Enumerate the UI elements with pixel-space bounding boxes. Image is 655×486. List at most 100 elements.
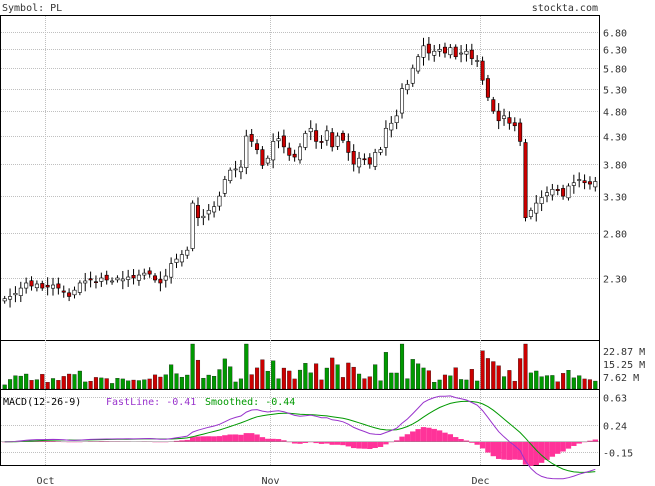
candle-body bbox=[265, 157, 270, 164]
macd-histogram-bar bbox=[415, 429, 421, 442]
candle-body bbox=[421, 45, 426, 58]
volume-bar bbox=[319, 379, 324, 390]
price-tick-label: 5.30 bbox=[603, 86, 627, 97]
macd-histogram-bar bbox=[195, 436, 201, 442]
candle-body bbox=[383, 127, 388, 148]
macd-histogram-bar bbox=[453, 437, 459, 442]
candle-body bbox=[126, 276, 131, 280]
macd-histogram-bar bbox=[297, 441, 303, 444]
candle-body bbox=[217, 195, 222, 207]
volume-bar bbox=[228, 366, 233, 390]
volume-bar bbox=[485, 358, 490, 390]
macd-histogram-bar bbox=[479, 441, 486, 449]
candle-body bbox=[190, 202, 195, 249]
candle-body bbox=[566, 185, 571, 199]
volume-bar bbox=[13, 375, 18, 390]
volume-bar bbox=[24, 373, 29, 390]
volume-bar bbox=[582, 378, 587, 390]
macd-histogram-bar bbox=[313, 441, 319, 444]
volume-bar bbox=[475, 380, 480, 390]
volume-bar bbox=[158, 376, 163, 390]
volume-bar bbox=[222, 358, 227, 390]
macd-histogram-bar bbox=[393, 440, 400, 442]
candle-body bbox=[459, 52, 464, 55]
candle-body bbox=[448, 47, 453, 56]
macd-histogram-bar bbox=[533, 441, 539, 466]
candle-body bbox=[67, 292, 72, 297]
volume-bar bbox=[195, 359, 201, 390]
macd-histogram-bar bbox=[361, 441, 368, 449]
candle-body bbox=[394, 115, 399, 123]
macd-histogram-bar bbox=[98, 441, 105, 442]
candle-body bbox=[389, 122, 394, 131]
candle-body bbox=[410, 67, 415, 84]
candle-body bbox=[249, 134, 254, 142]
candle-body bbox=[502, 115, 507, 119]
volume-bar bbox=[179, 376, 184, 390]
volume-bar bbox=[18, 375, 23, 390]
volume-bar bbox=[399, 343, 405, 390]
y-tick-labels: 6.80 6.30 5.80 5.30 4.80 4.30 3.80 3.30 2.80 2.30… bbox=[603, 29, 645, 460]
volume-bar bbox=[93, 377, 98, 390]
volume-bar bbox=[469, 369, 474, 390]
volume-bar bbox=[308, 372, 313, 390]
macd-histogram-bar bbox=[528, 441, 534, 466]
volume-bar bbox=[426, 370, 431, 390]
volume-bar bbox=[287, 370, 292, 390]
volume-bar bbox=[2, 384, 7, 390]
volume-bar bbox=[152, 374, 158, 390]
volume-bar bbox=[255, 367, 260, 390]
candle-body bbox=[437, 49, 442, 52]
macd-histogram-bar bbox=[351, 441, 357, 449]
volume-bar bbox=[357, 373, 362, 390]
candle-body bbox=[2, 298, 7, 302]
candle-body bbox=[324, 130, 329, 141]
macd-histogram-bar bbox=[420, 427, 427, 442]
macd-histogram-bar bbox=[592, 439, 598, 442]
macd-histogram-bar bbox=[490, 441, 496, 457]
symbol-label: Symbol: PL bbox=[2, 3, 62, 14]
candle-body bbox=[314, 130, 319, 142]
macd-fastline-label: FastLine: -0.41 bbox=[106, 397, 196, 408]
volume-bar bbox=[67, 373, 72, 390]
macd-histogram-bar bbox=[399, 436, 405, 442]
price-tick-label: 6.30 bbox=[603, 46, 627, 57]
volume-bar bbox=[421, 367, 426, 390]
macd-tick-label: -0.15 bbox=[603, 449, 633, 460]
volume-bar bbox=[217, 369, 222, 390]
candle-body bbox=[577, 179, 582, 181]
candle-body bbox=[555, 189, 560, 191]
candle-body bbox=[104, 274, 109, 281]
candle-body bbox=[587, 181, 592, 185]
candle-body bbox=[72, 289, 77, 296]
candles-group bbox=[2, 37, 598, 308]
volume-bar bbox=[56, 380, 61, 390]
volume-bar bbox=[72, 374, 77, 390]
macd-histogram-bar bbox=[275, 439, 282, 442]
macd-histogram-bar bbox=[232, 434, 239, 442]
volume-bar bbox=[99, 377, 104, 390]
volume-bar bbox=[190, 343, 195, 390]
volume-bar bbox=[453, 367, 458, 390]
volume-bar bbox=[577, 375, 582, 390]
volume-bar bbox=[502, 376, 507, 390]
candle-body bbox=[340, 132, 345, 141]
volume-bar bbox=[459, 379, 464, 390]
candle-body bbox=[297, 146, 302, 161]
macd-histogram-bar bbox=[44, 440, 51, 442]
volume-bar bbox=[314, 363, 319, 390]
candle-body bbox=[319, 141, 324, 143]
volume-bar bbox=[571, 377, 576, 390]
volume-bar bbox=[362, 378, 367, 390]
candle-body bbox=[77, 282, 82, 293]
volume-bar bbox=[115, 378, 120, 390]
candle-body bbox=[51, 284, 56, 289]
macd-histogram-bar bbox=[291, 441, 298, 444]
macd-tick-label: 0.24 bbox=[603, 422, 627, 433]
macd-histogram-bar bbox=[340, 441, 346, 446]
candle-body bbox=[238, 166, 243, 173]
macd-histogram-bar bbox=[560, 441, 566, 452]
macd-histogram-bar bbox=[538, 441, 545, 463]
volume-tick-label: 22.87 M bbox=[603, 347, 645, 358]
candle-body bbox=[523, 142, 528, 219]
